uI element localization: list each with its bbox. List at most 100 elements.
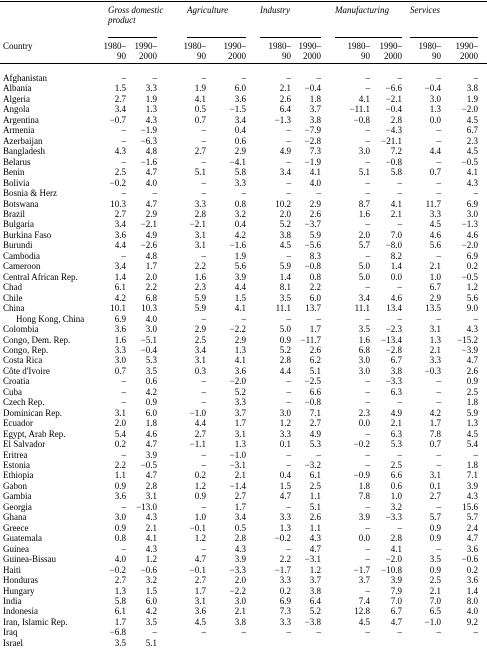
cell-value: −2.2 (229, 324, 246, 335)
cell-value: – (286, 376, 292, 387)
cell-value: 4.4 (429, 146, 441, 157)
cell-value: 4.7 (145, 470, 157, 481)
cell-value: – (365, 250, 371, 261)
cell-value: – (473, 188, 479, 199)
cell-value: 5.7 (466, 512, 478, 523)
cell-value: 1.3 (429, 104, 441, 115)
cell-value: 11.1 (275, 303, 291, 314)
cell-value: 1.4 (114, 271, 126, 282)
cell-value: −0.2 (353, 439, 370, 450)
country-name: El Salvador (3, 439, 46, 450)
cell-value: 3.3 (279, 575, 291, 586)
cell-value: 6.9 (466, 250, 478, 261)
cell-value: 5.2 (234, 386, 246, 397)
cell-value: 7.8 (358, 491, 370, 502)
cell-value: 3.4 (114, 104, 126, 115)
cell-value: – (201, 188, 207, 199)
cell-value: 13.4 (386, 303, 402, 314)
cell-value: 1.5 (234, 292, 246, 303)
cell-value: 4.5 (466, 146, 478, 157)
cell-value: 1.7 (309, 324, 321, 335)
country-name: Albania (3, 83, 32, 94)
cell-value: −0.4 (424, 83, 441, 94)
cell-value: 7.9 (390, 585, 402, 596)
cell-value: −7.9 (304, 125, 321, 136)
cell-value: 1.3 (234, 439, 246, 450)
cell-value: 0.9 (429, 564, 441, 575)
cell-value: 3.3 (429, 208, 441, 219)
cell-value: – (365, 83, 371, 94)
cell-value: 3.1 (194, 355, 206, 366)
cell-value: 2.9 (309, 198, 321, 209)
cell-value: – (286, 313, 292, 324)
cell-value: 2.6 (279, 93, 291, 104)
cell-value: 1.7 (114, 616, 126, 627)
cell-value: −5.6 (304, 240, 321, 251)
cell-value: −0.5 (461, 156, 478, 167)
cell-value: – (365, 397, 371, 408)
cell-value: 2.5 (390, 460, 402, 471)
cell-value: 3.8 (279, 229, 291, 240)
cell-value: 3.3 (145, 83, 157, 94)
cell-value: 3.1 (234, 428, 246, 439)
cell-value: −13.4 (381, 334, 402, 345)
cell-value: – (316, 188, 322, 199)
cell-value: 4.7 (466, 355, 478, 366)
cell-value: −2.1 (385, 93, 402, 104)
cell-value: 1.2 (194, 533, 206, 544)
cell-value: −0.3 (424, 365, 441, 376)
cell-value: −0.8 (385, 156, 402, 167)
cell-value: −3.3 (229, 564, 246, 575)
cell-value: – (436, 188, 442, 199)
cell-value: 3.3 (279, 512, 291, 523)
cell-value: 3.7 (309, 575, 321, 586)
country-name: Guinea (3, 543, 29, 554)
cell-value: – (201, 386, 207, 397)
cell-value: 3.3 (279, 616, 291, 627)
cell-value: −1.1 (189, 439, 206, 450)
cell-value: 3.8 (309, 585, 321, 596)
cell-value: – (286, 460, 292, 471)
cell-value: – (365, 449, 371, 460)
cell-value: 3.9 (390, 575, 402, 586)
cell-value: – (286, 125, 292, 136)
group-header: Manufacturing (335, 5, 389, 15)
cell-value: 6.3 (390, 386, 402, 397)
cell-value: −0.8 (304, 261, 321, 272)
cell-value: 3.4 (114, 219, 126, 230)
cell-value: 2.0 (114, 418, 126, 429)
cell-value: 3.8 (309, 114, 321, 125)
cell-value: 0.4 (234, 219, 246, 230)
cell-value: 1.3 (429, 334, 441, 345)
cell-value: 3.3 (234, 397, 246, 408)
cell-value: 4.3 (466, 491, 478, 502)
cell-value: – (121, 501, 127, 512)
cell-value: 0.6 (390, 480, 402, 491)
cell-value: −2.0 (229, 376, 246, 387)
group-header: Gross domestic product (108, 5, 164, 25)
cell-value: 12.8 (354, 606, 370, 617)
country-name: Cambodia (3, 250, 40, 261)
cell-value: 0.7 (194, 114, 206, 125)
cell-value: 1.8 (145, 418, 157, 429)
country-name: Haiti (3, 564, 21, 575)
top-rule (0, 1, 487, 2)
cell-value: 1.4 (279, 271, 291, 282)
cell-value: – (473, 73, 479, 83)
cell-value: – (286, 177, 292, 188)
group-rule (260, 37, 321, 38)
country-name: Czech Rep. (3, 397, 45, 408)
cell-value: −2.5 (304, 376, 321, 387)
cell-value: 1.1 (309, 522, 321, 533)
cell-value: −0.2 (109, 564, 126, 575)
cell-value: 7.8 (429, 428, 441, 439)
cell-value: 1.8 (466, 460, 478, 471)
cell-value: – (365, 543, 371, 554)
cell-value: 6.0 (309, 292, 321, 303)
cell-value: 4.4 (234, 282, 246, 293)
cell-value: −0.6 (140, 564, 157, 575)
country-name: Belarus (3, 156, 31, 167)
cell-value: 0.9 (466, 376, 478, 387)
country-name: Algeria (3, 93, 30, 104)
period-header: 1980–90 (103, 41, 127, 61)
